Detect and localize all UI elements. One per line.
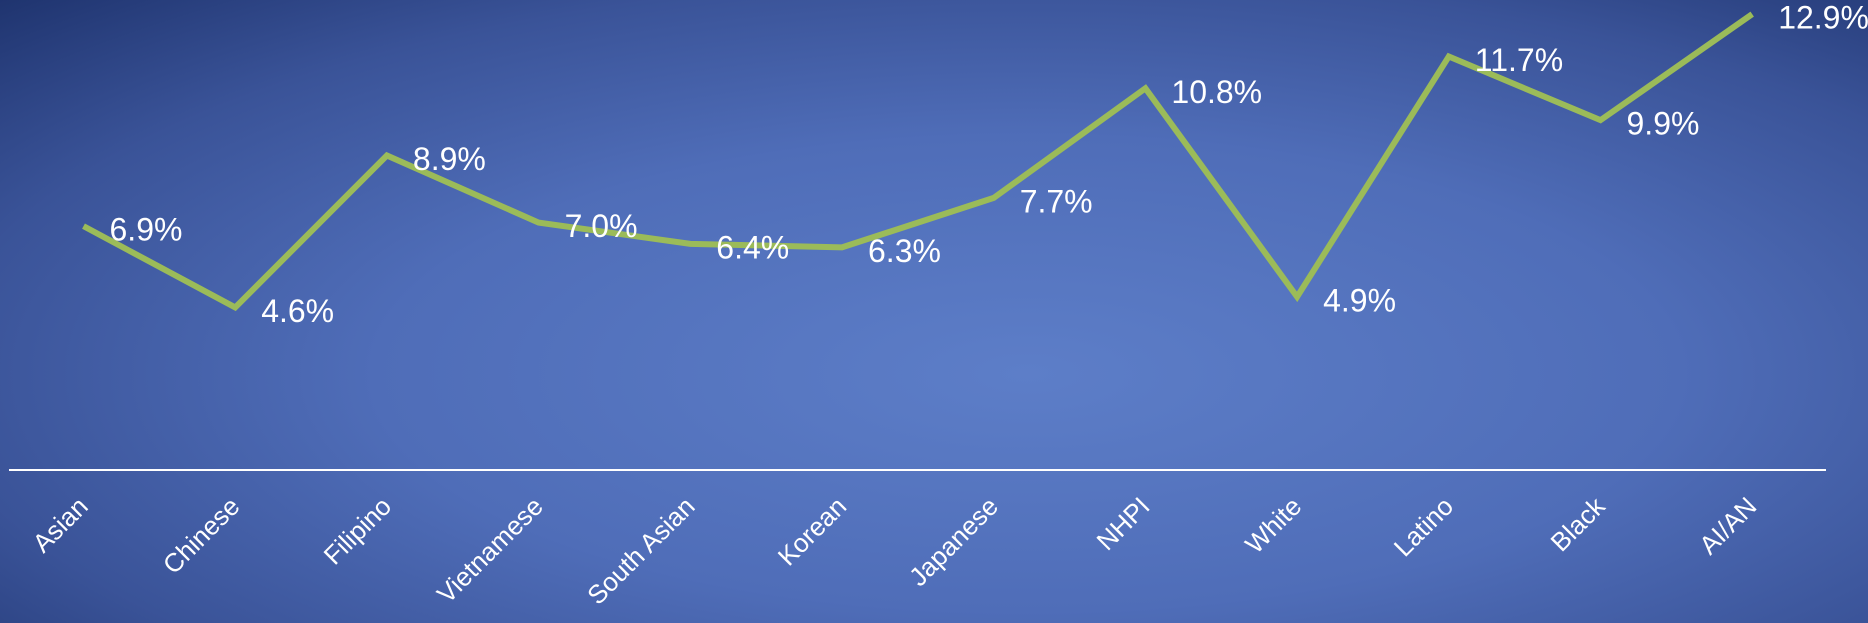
data-label: 4.6% bbox=[261, 293, 334, 329]
x-tick-label: Chinese bbox=[157, 491, 246, 580]
x-tick-label: AI/AN bbox=[1693, 491, 1762, 560]
data-label: 9.9% bbox=[1627, 106, 1700, 142]
data-label: 10.8% bbox=[1171, 74, 1262, 110]
x-tick-label: Latino bbox=[1388, 491, 1459, 562]
data-label: 11.7% bbox=[1475, 42, 1563, 78]
x-tick-label: Vietnamese bbox=[431, 491, 549, 609]
data-label: 6.9% bbox=[110, 212, 183, 248]
x-tick-label: Japanese bbox=[903, 491, 1004, 592]
data-label: 12.9% bbox=[1778, 0, 1868, 36]
data-label: 8.9% bbox=[413, 141, 486, 177]
x-tick-label: Black bbox=[1545, 490, 1612, 557]
x-tick-label: Filipino bbox=[318, 491, 397, 570]
data-label: 7.0% bbox=[565, 208, 638, 244]
x-tick-label: Korean bbox=[772, 491, 852, 571]
x-tick-label: White bbox=[1239, 491, 1307, 559]
x-tick-label: Asian bbox=[27, 491, 94, 558]
data-label: 6.4% bbox=[716, 229, 789, 265]
line bbox=[82, 11, 1754, 312]
data-label: 4.9% bbox=[1323, 282, 1396, 318]
x-tick-label: NHPI bbox=[1091, 491, 1156, 556]
data-label: 7.7% bbox=[1020, 183, 1093, 219]
data-label: 6.3% bbox=[868, 233, 941, 269]
x-tick-label: South Asian bbox=[581, 491, 700, 610]
